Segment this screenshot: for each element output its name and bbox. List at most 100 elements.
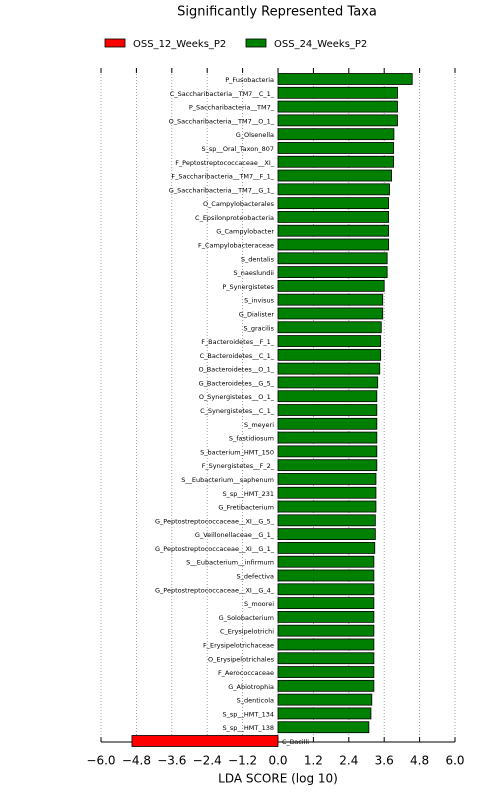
bar (277, 73, 413, 85)
bar (277, 183, 390, 196)
x-tick-label: 3.6 (375, 754, 394, 768)
bar (277, 142, 395, 154)
category-label: O_Saccharibacteria__TM7__O_1_ (169, 117, 275, 125)
bar (277, 128, 395, 141)
bar (277, 376, 379, 389)
category-label: G_Peptostreptococcaceae__XI__G_1_ (155, 545, 275, 553)
category-label: C_Bacteroidetes__C_1_ (200, 352, 275, 360)
category-label: F_Campylobacteraceae (198, 242, 274, 250)
category-label: S_sp__HMT_134 (222, 710, 274, 718)
bar (277, 445, 378, 458)
bar (277, 624, 375, 637)
bar (277, 266, 388, 278)
bar (277, 473, 377, 485)
category-label: O_Synergistetes__O_1_ (199, 393, 275, 401)
bar (277, 86, 398, 99)
x-tick-label: −6.0 (86, 754, 115, 768)
category-label: G_Veillonellaceae__G_1_ (195, 531, 275, 539)
bar (277, 224, 390, 237)
bar (277, 459, 378, 472)
category-label: S_defectiva (236, 573, 274, 581)
x-tick-label: 1.2 (304, 754, 323, 768)
bar (277, 638, 375, 651)
bar (277, 211, 390, 223)
bar (277, 652, 375, 665)
category-label: S__Eubacterium__infirmum (186, 559, 274, 567)
x-tick-label: −2.4 (193, 754, 222, 768)
x-tick-label: 2.4 (339, 754, 358, 768)
category-label: C_Epsilonproteobacteria (195, 214, 274, 222)
bar (277, 155, 395, 168)
chart-title: Significantly Represented Taxa (177, 5, 377, 20)
category-label: G_Fretibacterium (218, 504, 274, 512)
category-label: S_moorei (244, 600, 274, 608)
category-label: O_Campylobacterales (203, 200, 275, 208)
category-label: S__Eubacterium__saphenum (181, 476, 274, 484)
category-label: S_meyeri (244, 421, 274, 429)
category-label: G_Bacteroidetes__G_5_ (199, 379, 275, 387)
category-label: S_invisus (244, 297, 274, 305)
category-label: P_Fusobacteria (225, 76, 274, 84)
bar (277, 514, 376, 527)
category-label: F_Synergistetes__F_2_ (202, 462, 275, 470)
bar (277, 348, 382, 361)
bar (277, 114, 398, 127)
x-tick-label: 0.0 (268, 754, 287, 768)
x-tick-label: −3.6 (157, 754, 186, 768)
category-label: C_Saccharibacteria__TM7__C_1_ (170, 90, 275, 98)
bar (277, 293, 384, 306)
category-label: O_Bacteroidetes__O_1_ (198, 366, 274, 374)
x-tick-label: 6.0 (445, 754, 464, 768)
bar (277, 238, 390, 251)
category-label: O_Erysipelotrichales (208, 655, 275, 663)
bar (277, 610, 375, 623)
bar (131, 735, 279, 747)
bar (277, 528, 376, 541)
bar (277, 335, 382, 347)
category-label: S_bacterium_HMT_150 (200, 448, 274, 456)
bar (277, 431, 378, 444)
bar (277, 404, 378, 416)
category-label: S_sp__Oral_Taxon_807 (202, 145, 275, 153)
legend-swatch (104, 38, 126, 48)
legend-label: OSS_24_Weeks_P2 (274, 39, 367, 50)
category-label: G_Campylobacter (216, 228, 274, 236)
category-label: F_Bacteroidetes__F_1_ (201, 338, 275, 346)
bar (277, 169, 392, 182)
category-label: G_Saccharibacteria__TM7__G_1_ (169, 186, 275, 194)
category-label: G_Dialister (239, 310, 275, 318)
category-label: S_fastidiosum (229, 435, 274, 443)
bar (277, 555, 375, 568)
category-label: G_Olsenella (236, 131, 274, 139)
category-label: F_Peptostreptococcaceae__XI_ (175, 159, 275, 167)
category-label: S_dentalis (241, 255, 275, 263)
bar (277, 542, 376, 554)
category-label: C_Erysipelotrichi (220, 628, 274, 636)
bar (277, 279, 385, 292)
legend-swatch (245, 38, 267, 48)
bar (277, 707, 372, 720)
bar (277, 666, 375, 678)
bar (277, 390, 378, 403)
bar (277, 417, 378, 430)
bar (277, 362, 381, 375)
category-label: S_naeslundii (233, 269, 274, 277)
category-label: S_gracilis (243, 324, 274, 332)
category-label: S_sp__HMT_231 (222, 490, 274, 498)
x-tick-label: 4.8 (410, 754, 429, 768)
x-tick-label: −1.2 (228, 754, 257, 768)
bar (277, 721, 370, 734)
category-label: F_Saccharibacteria__TM7__F_1_ (171, 173, 274, 181)
bar (277, 100, 398, 113)
bar (277, 569, 375, 582)
bar (277, 693, 373, 706)
category-label: F_Aerococcaceae (218, 669, 274, 677)
bar (277, 321, 382, 334)
bar (277, 500, 377, 513)
category-label: S_sp__HMT_138 (222, 724, 274, 732)
x-axis-label: LDA SCORE (log 10) (218, 772, 338, 786)
category-label: F_Erysipelotrichaceae (203, 641, 274, 649)
legend-label: OSS_12_Weeks_P2 (133, 39, 226, 50)
bar (277, 307, 384, 320)
